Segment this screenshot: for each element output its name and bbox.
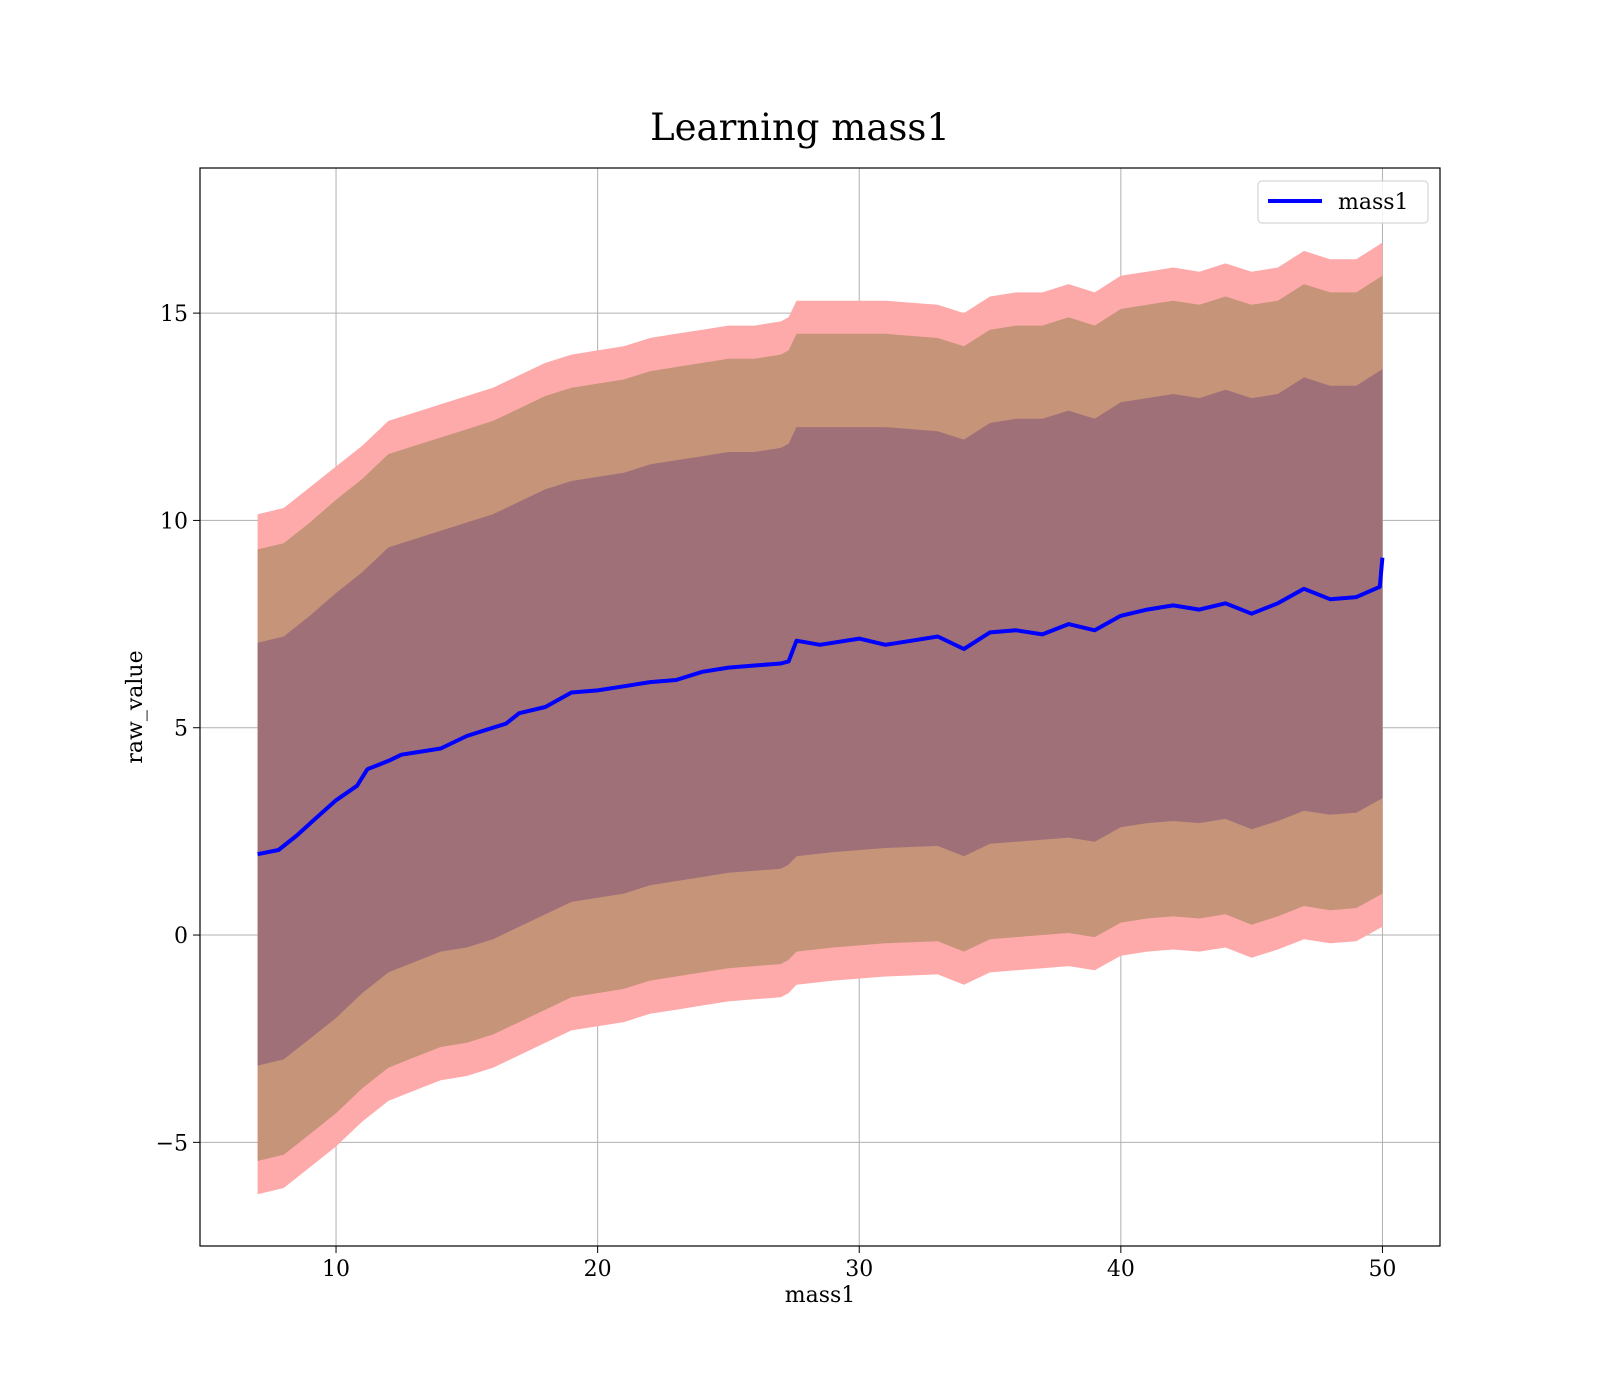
y-tick-label: 10 <box>160 509 188 534</box>
legend: mass1 <box>1257 180 1429 224</box>
plot-frame <box>199 167 1441 1247</box>
x-tick-label: 30 <box>845 1257 873 1282</box>
series-lines <box>257 557 1385 857</box>
legend-box <box>1257 180 1429 224</box>
y-tick-label: 5 <box>174 717 188 742</box>
y-tick-label: 0 <box>174 924 188 949</box>
x-tick-label: 40 <box>1107 1257 1135 1282</box>
confidence-bands <box>257 242 1383 1195</box>
x-axis-label: mass1 <box>785 1283 856 1308</box>
y-axis-label: raw_value <box>123 650 148 763</box>
axis-ticks: 10 20 30 40 50 −5 0 5 10 15 <box>156 302 1397 1282</box>
band-inner <box>257 369 1383 1066</box>
x-tick-label: 10 <box>322 1257 350 1282</box>
y-tick-label: 15 <box>160 302 188 327</box>
legend-label: mass1 <box>1338 190 1409 215</box>
chart-title: Learning mass1 <box>650 106 950 149</box>
x-tick-label: 20 <box>584 1257 612 1282</box>
series-line-mass1 <box>257 557 1385 857</box>
x-tick-label: 50 <box>1368 1257 1396 1282</box>
y-tick-label: −5 <box>156 1131 188 1156</box>
